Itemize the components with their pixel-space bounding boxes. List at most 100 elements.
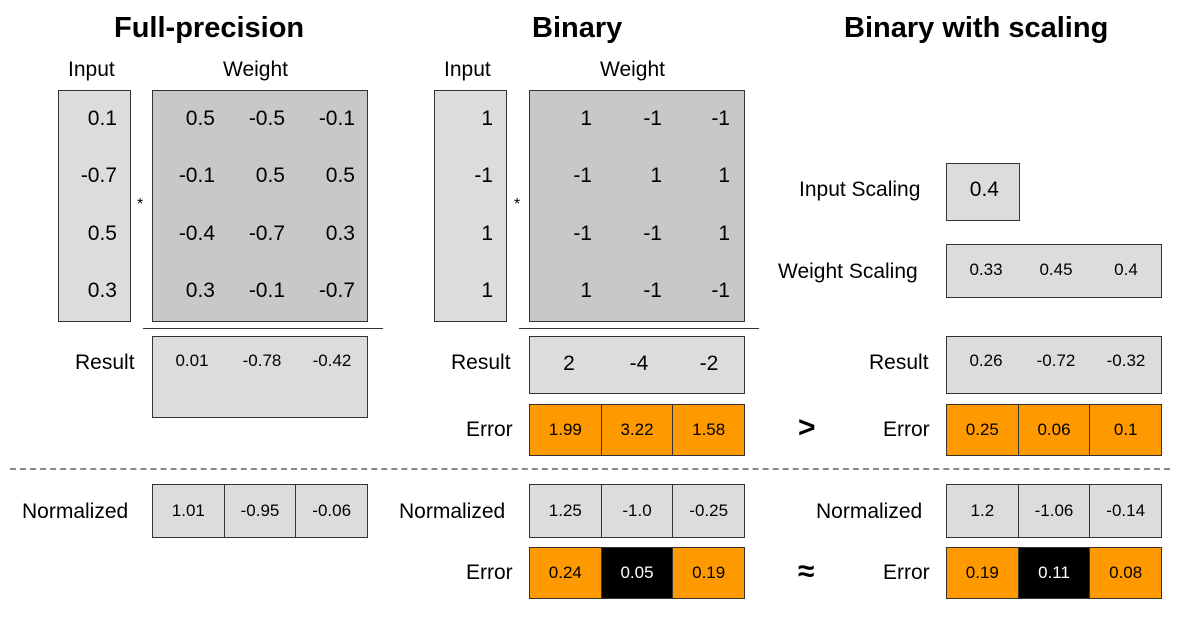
scaled-error-cell: 0.1 — [1089, 405, 1161, 455]
binary-weight-value: -1 — [711, 107, 730, 130]
full-weight-value: -0.1 — [248, 279, 285, 302]
full-precision-title: Full-precision — [114, 12, 305, 44]
full-weight-value: -0.5 — [248, 107, 285, 130]
full-weight-value: 0.5 — [325, 164, 355, 187]
input-scaling-box: 0.4 — [946, 163, 1020, 221]
binary-weight-value: -1 — [573, 164, 592, 187]
full-normalized-row: 1.01 -0.95 -0.06 — [152, 484, 368, 538]
binary-error-row: 1.99 3.22 1.58 — [529, 404, 745, 456]
binary-weight-value: -1 — [711, 279, 730, 302]
scaled-error-row: 0.25 0.06 0.1 — [946, 404, 1162, 456]
full-weight-value: 0.5 — [185, 107, 215, 130]
full-normalized-label: Normalized — [22, 500, 129, 523]
scaled-norm-error-label: Error — [883, 561, 930, 584]
full-weight-value: 0.3 — [185, 279, 215, 302]
binary-input-vector: 1 -1 1 1 — [434, 90, 507, 322]
full-result-value: -0.78 — [242, 351, 282, 370]
binary-input-value: 1 — [481, 279, 493, 302]
binary-sum-line — [519, 328, 759, 329]
binary-error-cell: 1.58 — [672, 405, 744, 455]
full-input-value: 0.3 — [87, 279, 117, 302]
binary-error-cell: 1.99 — [548, 420, 582, 439]
scaled-normalized-cell: -0.14 — [1089, 485, 1161, 537]
binary-scaling-title: Binary with scaling — [844, 12, 1109, 44]
binary-weight-value: -1 — [643, 279, 662, 302]
scaled-normalized-cell: 1.2 — [970, 501, 995, 520]
scaled-norm-error-row: 0.19 0.11 0.08 — [946, 547, 1162, 599]
scaled-norm-error-cell: 0.11 — [1017, 548, 1090, 598]
weight-scaling-value: 0.4 — [1114, 260, 1138, 279]
binary-result-label: Result — [451, 351, 511, 374]
full-sum-line — [143, 328, 383, 329]
full-weight-label: Weight — [223, 58, 288, 81]
scaled-normalized-cell: -1.06 — [1017, 485, 1090, 537]
approx-equal-sign: ≈ — [798, 555, 815, 588]
scaled-result-label: Result — [869, 351, 929, 374]
scaled-error-cell: 0.25 — [965, 420, 999, 439]
full-input-vector: 0.1 -0.7 0.5 0.3 — [58, 90, 131, 322]
binary-normalized-row: 1.25 -1.0 -0.25 — [529, 484, 745, 538]
full-result-value: -0.42 — [312, 351, 352, 370]
full-weight-value: -0.1 — [178, 164, 215, 187]
input-scaling-value: 0.4 — [969, 178, 999, 201]
scaled-error-cell: 0.06 — [1017, 405, 1090, 455]
weight-scaling-label: Weight Scaling — [778, 260, 918, 283]
scaled-result-value: -0.32 — [1106, 351, 1146, 370]
binary-error-cell: 3.22 — [600, 405, 673, 455]
binary-weight-value: -1 — [573, 222, 592, 245]
binary-weight-matrix: 1 -1 -1 -1 1 1 -1 -1 1 1 -1 -1 — [529, 90, 745, 322]
full-weight-value: -0.7 — [248, 222, 285, 245]
binary-norm-error-cell: 0.24 — [530, 548, 601, 598]
scaled-result-box: 0.26 -0.72 -0.32 — [946, 336, 1162, 394]
weight-scaling-box: 0.33 0.45 0.4 — [946, 244, 1162, 298]
binary-norm-error-row: 0.24 0.05 0.19 — [529, 547, 745, 599]
binary-result-box: 2 -4 -2 — [529, 336, 745, 394]
scaled-error-label: Error — [883, 418, 930, 441]
binary-result-value: -2 — [699, 352, 719, 375]
multiply-sign: * — [514, 196, 521, 213]
binary-norm-error-cell: 0.19 — [672, 548, 745, 598]
binary-weight-value: 1 — [580, 107, 592, 130]
binary-input-label: Input — [444, 58, 491, 81]
binary-weight-value: -1 — [643, 107, 662, 130]
greater-than-sign: > — [798, 411, 816, 444]
binary-weight-value: 1 — [718, 222, 730, 245]
binary-normalized-label: Normalized — [399, 500, 506, 523]
full-result-box: 0.01 -0.78 -0.42 — [152, 336, 368, 418]
binary-input-value: -1 — [474, 164, 493, 187]
scaled-result-value: 0.26 — [969, 351, 1003, 370]
full-normalized-cell: 1.01 — [171, 501, 205, 520]
binary-weight-label: Weight — [600, 58, 665, 81]
binary-norm-error-cell: 0.05 — [600, 548, 673, 598]
binary-error-label: Error — [466, 418, 513, 441]
binary-normalized-cell: -1.0 — [600, 485, 673, 537]
full-normalized-cell: -0.95 — [223, 485, 296, 537]
scaled-norm-error-cell: 0.08 — [1089, 548, 1162, 598]
binary-input-value: 1 — [481, 107, 493, 130]
full-weight-value: 0.5 — [255, 164, 285, 187]
full-weight-value: -0.1 — [318, 107, 355, 130]
scaled-normalized-label: Normalized — [816, 500, 923, 523]
binary-weight-value: 1 — [650, 164, 662, 187]
full-result-value: 0.01 — [175, 351, 209, 370]
binary-result-value: -4 — [629, 352, 649, 375]
full-weight-value: -0.7 — [318, 279, 355, 302]
binary-weight-value: 1 — [580, 279, 592, 302]
binary-norm-error-label: Error — [466, 561, 513, 584]
binary-result-value: 2 — [563, 352, 575, 375]
section-divider — [10, 468, 1170, 470]
binary-input-value: 1 — [481, 222, 493, 245]
full-result-label: Result — [75, 351, 135, 374]
binary-normalized-cell: -0.25 — [672, 485, 744, 537]
input-scaling-label: Input Scaling — [799, 178, 921, 201]
binary-normalized-cell: 1.25 — [548, 501, 582, 520]
full-normalized-cell: -0.06 — [295, 485, 367, 537]
full-weight-value: -0.4 — [178, 222, 215, 245]
full-weight-matrix: 0.5 -0.5 -0.1 -0.1 0.5 0.5 -0.4 -0.7 0.3… — [152, 90, 368, 322]
binary-weight-value: 1 — [718, 164, 730, 187]
full-weight-value: 0.3 — [325, 222, 355, 245]
multiply-sign: * — [137, 196, 144, 213]
weight-scaling-value: 0.33 — [969, 260, 1003, 279]
full-input-value: 0.1 — [87, 107, 117, 130]
binary-title: Binary — [532, 12, 623, 44]
